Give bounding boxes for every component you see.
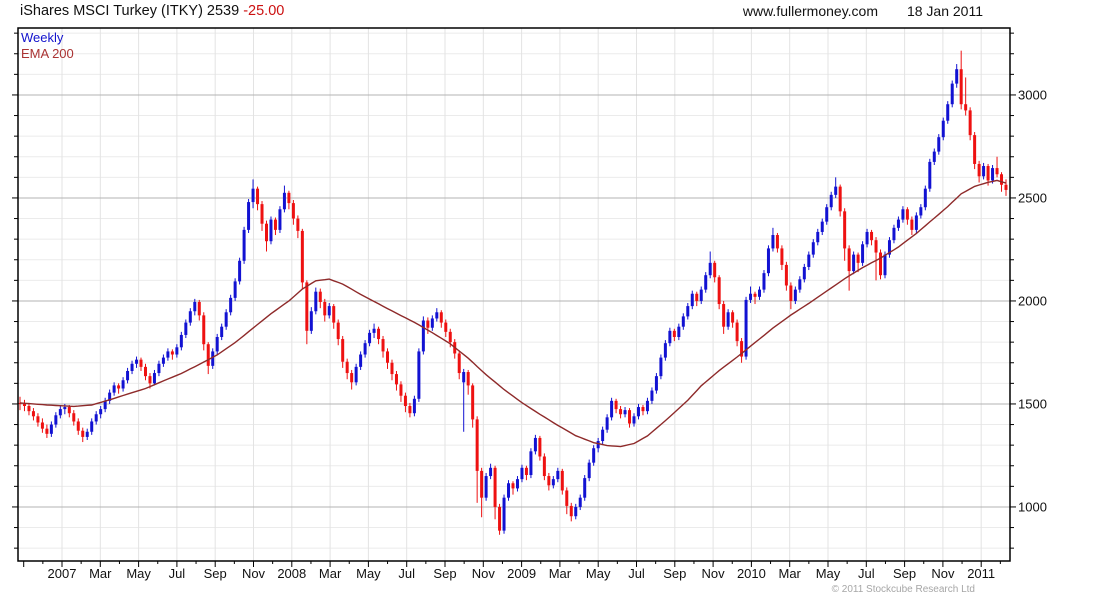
x-axis-label: Mar [89, 566, 112, 581]
x-axis-label: Nov [702, 566, 726, 581]
x-axis-label: May [126, 566, 151, 581]
x-axis-label: 2008 [277, 566, 306, 581]
y-axis-label: 3000 [1018, 87, 1047, 102]
x-axis-label: Mar [319, 566, 342, 581]
x-axis-label: May [816, 566, 841, 581]
site-link[interactable]: www.fullermoney.com [742, 3, 878, 19]
instrument-name-and-price: iShares MSCI Turkey (ITKY) 2539 [20, 3, 244, 19]
chart-date: 18 Jan 2011 [906, 3, 983, 19]
x-axis-label: Nov [242, 566, 266, 581]
y-axis-labels: 1000 1500 2000 2500 3000 [1018, 87, 1047, 514]
x-axis-label: May [356, 566, 381, 581]
chart-title: iShares MSCI Turkey (ITKY) 2539 -25.00 [20, 3, 284, 19]
x-axis-label: Sep [663, 566, 686, 581]
legend: Weekly EMA 200 [21, 30, 74, 62]
y-axis-label: 1500 [1018, 396, 1047, 411]
x-axis-label: 2011 [967, 566, 995, 581]
x-axis-label: 2010 [737, 566, 766, 581]
x-axis-label: Nov [931, 566, 955, 581]
x-axis-label: Sep [204, 566, 227, 581]
x-axis-label: 2009 [507, 566, 536, 581]
plot-border [17, 27, 1011, 562]
copyright-notice: © 2011 Stockcube Research Ltd [831, 584, 975, 595]
x-axis-label: 2007 [48, 566, 77, 581]
legend-overlay-ema200: EMA 200 [21, 46, 74, 61]
x-axis-label: Jul [169, 566, 186, 581]
y-axis-label: 1000 [1018, 499, 1047, 514]
x-axis-label: Nov [472, 566, 496, 581]
x-axis-label: Sep [893, 566, 916, 581]
x-axis-label: Jul [858, 566, 875, 581]
x-axis-labels: 2007 Mar May Jul Sep Nov 2008 Mar May Jul Sep Nov 20… [48, 566, 996, 581]
x-axis-label: Jul [628, 566, 645, 581]
y-axis-label: 2500 [1018, 190, 1047, 205]
x-axis-label: Mar [779, 566, 802, 581]
gridlines [18, 28, 1010, 561]
candlesticks [18, 50, 1008, 535]
x-axis-label: Mar [549, 566, 572, 581]
price-change: -25.00 [243, 3, 285, 19]
x-axis-label: Jul [398, 566, 415, 581]
y-axis-label: 2000 [1018, 293, 1047, 308]
legend-series-weekly: Weekly [21, 30, 64, 45]
axis-ticks [12, 32, 1016, 567]
x-axis-label: May [586, 566, 611, 581]
ema-200-line [19, 179, 1007, 448]
x-axis-label: Sep [433, 566, 456, 581]
